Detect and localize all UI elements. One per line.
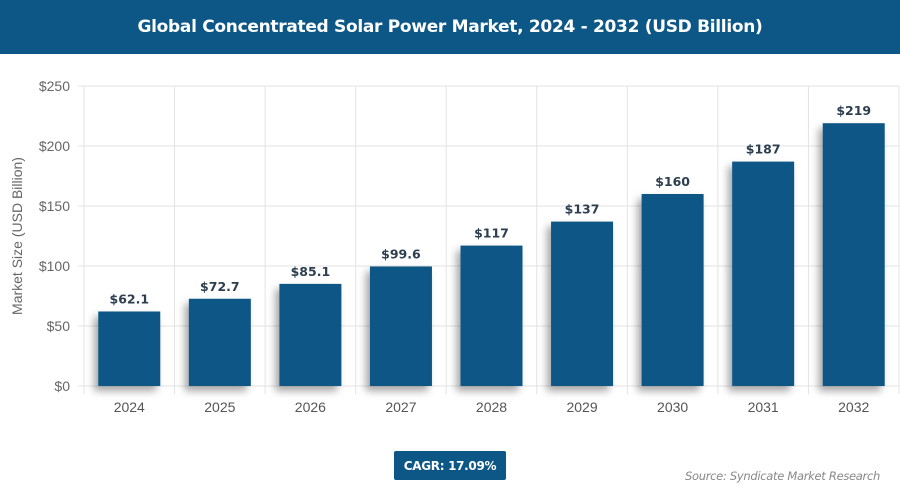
- bar: [551, 221, 614, 386]
- x-tick-label: 2026: [295, 399, 326, 415]
- data-label: $137: [565, 202, 600, 217]
- source-note: Source: Syndicate Market Research: [685, 469, 880, 483]
- bar: [822, 123, 885, 386]
- bar: [98, 311, 161, 386]
- bar: [641, 194, 704, 386]
- y-tick-label: $250: [39, 78, 70, 94]
- x-tick-label: 2032: [838, 399, 869, 415]
- chart-title: Global Concentrated Solar Power Market, …: [0, 0, 900, 54]
- bar: [188, 298, 251, 386]
- data-label: $187: [746, 142, 781, 157]
- data-label: $72.7: [200, 279, 240, 294]
- cagr-badge: CAGR: 17.09%: [394, 451, 506, 480]
- data-label: $160: [655, 174, 690, 189]
- x-tick-label: 2029: [566, 399, 597, 415]
- data-label: $85.1: [291, 264, 331, 279]
- bar: [279, 283, 342, 386]
- x-tick-label: 2028: [476, 399, 507, 415]
- x-tick-label: 2024: [114, 399, 145, 415]
- x-tick-label: 2031: [748, 399, 779, 415]
- x-tick-label: 2027: [385, 399, 416, 415]
- data-label: $62.1: [110, 291, 150, 306]
- x-tick-label: 2030: [657, 399, 688, 415]
- data-label: $117: [474, 226, 509, 241]
- data-label: $219: [836, 103, 871, 118]
- y-tick-label: $50: [47, 318, 71, 334]
- bar: [369, 266, 432, 386]
- x-tick-label: 2025: [204, 399, 235, 415]
- bar: [460, 245, 523, 386]
- y-tick-label: $150: [39, 198, 70, 214]
- y-tick-label: $200: [39, 138, 70, 154]
- data-label: $99.6: [381, 246, 421, 261]
- y-axis-label: Market Size (USD Billion): [9, 157, 25, 315]
- y-tick-label: $0: [54, 378, 70, 394]
- y-tick-label: $100: [39, 258, 70, 274]
- bar: [732, 161, 795, 386]
